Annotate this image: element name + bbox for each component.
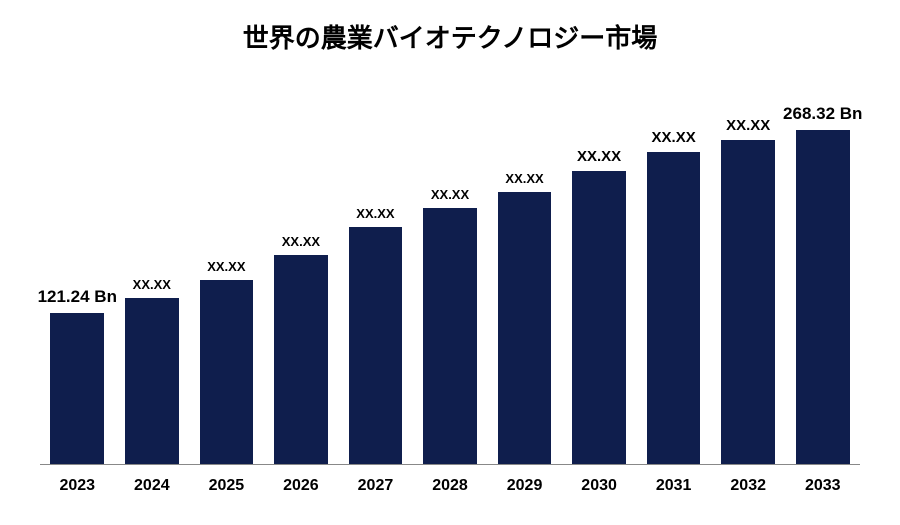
bar: XX.XX	[349, 227, 403, 464]
bar: XX.XX	[274, 255, 328, 464]
bar-value-label: XX.XX	[133, 277, 171, 292]
x-tick-label: 2023	[40, 477, 115, 495]
bar-value-label: XX.XX	[652, 129, 696, 146]
x-tick-label: 2031	[636, 477, 711, 495]
bar: XX.XX	[647, 152, 701, 464]
bar-slot: XX.XX	[189, 90, 264, 464]
bar: 268.32 Bn	[796, 130, 850, 465]
bar-value-label: XX.XX	[207, 259, 245, 274]
x-tick-label: 2032	[711, 477, 786, 495]
x-tick-label: 2026	[264, 477, 339, 495]
x-axis: 2023202420252026202720282029203020312032…	[40, 477, 860, 495]
plot-area: 121.24 Bn XX.XX XX.XX XX.XX XX.XX XX.XX XX.XX X…	[40, 90, 860, 465]
bar-slot: XX.XX	[413, 90, 488, 464]
x-tick-label: 2030	[562, 477, 637, 495]
bar-slot: 268.32 Bn	[785, 90, 860, 464]
bar-slot: XX.XX	[264, 90, 339, 464]
bar-slot: XX.XX	[562, 90, 637, 464]
bar-slot: XX.XX	[115, 90, 190, 464]
bar-slot: XX.XX	[338, 90, 413, 464]
bar-value-label: 121.24 Bn	[38, 287, 117, 307]
bar-value-label: 268.32 Bn	[783, 104, 862, 124]
bar-value-label: XX.XX	[431, 187, 469, 202]
x-tick-label: 2029	[487, 477, 562, 495]
bar: XX.XX	[721, 140, 775, 464]
bar-value-label: XX.XX	[505, 171, 543, 186]
x-tick-label: 2025	[189, 477, 264, 495]
bar-value-label: XX.XX	[356, 206, 394, 221]
bar-value-label: XX.XX	[577, 148, 621, 165]
bar-slot: 121.24 Bn	[40, 90, 115, 464]
bar-slot: XX.XX	[487, 90, 562, 464]
bar-value-label: XX.XX	[726, 117, 770, 134]
bar: XX.XX	[572, 171, 626, 464]
bar: XX.XX	[125, 298, 179, 464]
bar-slot: XX.XX	[636, 90, 711, 464]
bar: XX.XX	[200, 280, 254, 465]
chart-title: 世界の農業バイオテクノロジー市場	[0, 0, 900, 55]
bar-slot: XX.XX	[711, 90, 786, 464]
x-tick-label: 2024	[115, 477, 190, 495]
bar: XX.XX	[498, 192, 552, 464]
x-tick-label: 2033	[785, 477, 860, 495]
bars-container: 121.24 Bn XX.XX XX.XX XX.XX XX.XX XX.XX XX.XX X…	[40, 90, 860, 464]
bar: XX.XX	[423, 208, 477, 464]
x-tick-label: 2028	[413, 477, 488, 495]
x-tick-label: 2027	[338, 477, 413, 495]
bar-value-label: XX.XX	[282, 234, 320, 249]
bar: 121.24 Bn	[50, 313, 104, 464]
